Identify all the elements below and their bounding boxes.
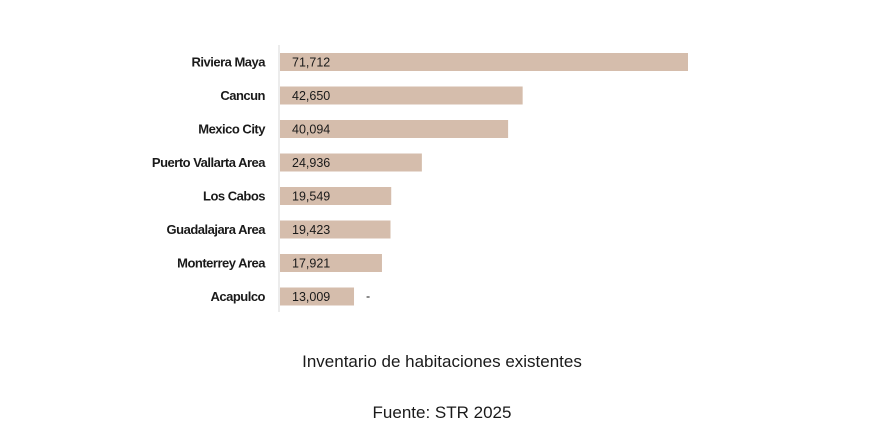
value-label-3: 24,936 — [292, 156, 330, 170]
category-label-7: Acapulco — [210, 289, 265, 304]
value-label-7: 13,009 — [292, 290, 330, 304]
value-label-4: 19,549 — [292, 190, 330, 204]
bar-7 — [280, 287, 355, 306]
chart-caption: Inventario de habitaciones existentes — [302, 352, 582, 371]
value-label-0: 71,712 — [292, 56, 330, 70]
value-label-2: 40,094 — [292, 123, 330, 137]
bar-4 — [280, 187, 392, 205]
category-label-6: Monterrey Area — [177, 256, 266, 271]
value-label-6: 17,921 — [292, 257, 330, 271]
category-label-1: Cancun — [220, 88, 265, 103]
category-label-0: Riviera Maya — [192, 55, 267, 70]
category-label-5: Guadalajara Area — [167, 222, 267, 237]
value-label-5: 19,423 — [292, 223, 330, 237]
bar-chart: Riviera Maya 71,712 Cancun 42,650 Mexico Cit… — [152, 45, 688, 312]
category-label-2: Mexico City — [198, 122, 266, 137]
category-label-4: Los Cabos — [203, 189, 265, 204]
bar-2 — [280, 120, 509, 138]
bar-3 — [280, 153, 422, 172]
chart-source: Fuente: STR 2025 — [372, 403, 512, 422]
value-label-1: 42,650 — [292, 89, 330, 103]
bar-0 — [280, 53, 688, 71]
bar-6 — [280, 254, 382, 272]
bar-1 — [280, 86, 523, 105]
extra-mark-7: - — [366, 290, 370, 304]
bar-5 — [280, 220, 391, 239]
category-label-3: Puerto Vallarta Area — [152, 155, 266, 170]
